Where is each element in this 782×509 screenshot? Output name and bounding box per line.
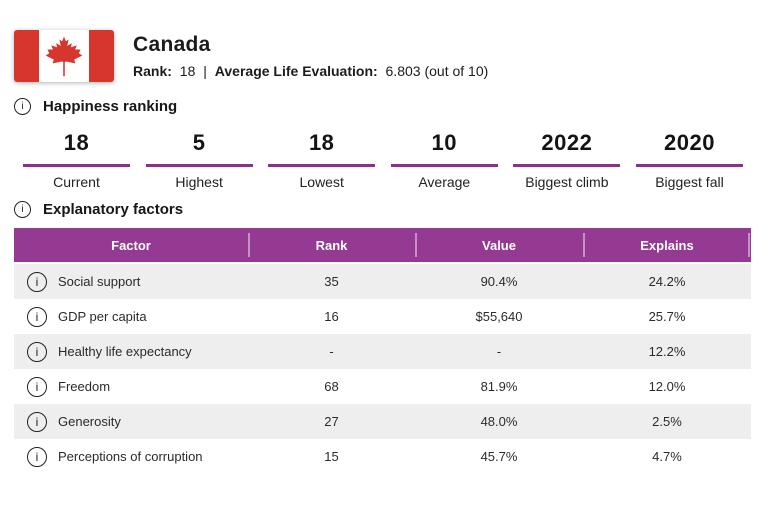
stat-label: Biggest fall (655, 174, 724, 190)
table-header-row: Factor Rank Value Explains (14, 228, 751, 262)
table-row: Generosity 27 48.0% 2.5% (14, 404, 751, 439)
table-row: Freedom 68 81.9% 12.0% (14, 369, 751, 404)
stat-value: 18 (268, 130, 376, 167)
info-icon[interactable] (27, 411, 47, 432)
section-title: Explanatory factors (43, 201, 184, 218)
info-icon[interactable] (14, 98, 31, 115)
factor-cell: Freedom (14, 376, 248, 397)
info-icon[interactable] (27, 446, 47, 467)
value-cell: 45.7% (480, 449, 518, 464)
rank-subtitle: Rank: 18 | Average Life Evaluation: 6.80… (133, 63, 492, 79)
happiness-stats: 18 Current 5 Highest 18 Lowest 10 Averag… (23, 130, 743, 190)
canada-flag (14, 30, 114, 82)
rank-cell: 16 (324, 309, 339, 324)
table-row: GDP per capita 16 $55,640 25.7% (14, 299, 751, 334)
stat-label: Average (418, 174, 471, 190)
factors-table: Factor Rank Value Explains Social suppor… (14, 228, 751, 474)
value-cell: $55,640 (475, 309, 523, 324)
info-icon[interactable] (14, 201, 31, 218)
explains-cell: 24.2% (648, 274, 686, 289)
stat-label: Lowest (299, 174, 344, 190)
factor-cell: Social support (14, 271, 248, 292)
factor-cell: Generosity (14, 411, 248, 432)
factor-name: GDP per capita (58, 309, 147, 324)
stat-label: Highest (175, 174, 223, 190)
info-icon[interactable] (27, 306, 47, 327)
stat-value: 2020 (635, 130, 743, 167)
value-cell: 81.9% (480, 379, 518, 394)
info-icon[interactable] (27, 376, 47, 397)
table-row: Social support 35 90.4% 24.2% (14, 264, 751, 299)
stat-highest: 5 Highest (145, 130, 253, 190)
stat-current: 18 Current (23, 130, 130, 190)
flag-red-band-left (14, 30, 39, 82)
factor-cell: Healthy life expectancy (14, 341, 248, 362)
explanatory-factors-section: Explanatory factors (14, 201, 183, 218)
factor-cell: GDP per capita (14, 306, 248, 327)
value-cell: 48.0% (480, 414, 518, 429)
life-eval-value: 6.803 (out of 10) (385, 63, 489, 79)
stat-biggest-fall: 2020 Biggest fall (635, 130, 743, 190)
stat-value: 18 (23, 130, 130, 167)
stat-value: 5 (145, 130, 253, 167)
factor-name: Generosity (58, 414, 121, 429)
rank-cell: 27 (324, 414, 339, 429)
page-title: Canada (133, 33, 211, 56)
value-cell: - (496, 344, 502, 359)
maple-leaf-icon (45, 36, 83, 77)
explains-cell: 2.5% (652, 414, 682, 429)
rank-value: 18 (179, 63, 196, 79)
rank-cell: - (329, 344, 334, 359)
column-header-value: Value (415, 228, 583, 262)
table-row: Perceptions of corruption 15 45.7% 4.7% (14, 439, 751, 474)
rank-cell: 35 (324, 274, 339, 289)
flag-white-band (39, 30, 89, 82)
info-icon[interactable] (27, 271, 47, 292)
factor-name: Freedom (58, 379, 111, 394)
life-eval-label: Average Life Evaluation: (214, 63, 378, 79)
divider: | (203, 63, 207, 79)
explains-cell: 25.7% (648, 309, 686, 324)
value-cell: 90.4% (480, 274, 518, 289)
column-header-rank: Rank (248, 228, 415, 262)
rank-cell: 15 (324, 449, 339, 464)
happiness-ranking-section: Happiness ranking (14, 98, 177, 115)
stat-average: 10 Average (390, 130, 498, 190)
column-header-explains: Explains (583, 228, 751, 262)
stat-label: Current (53, 174, 100, 190)
stat-lowest: 18 Lowest (268, 130, 376, 190)
section-title: Happiness ranking (43, 98, 178, 115)
factor-name: Healthy life expectancy (58, 344, 192, 359)
flag-red-band-right (89, 30, 114, 82)
table-row: Healthy life expectancy - - 12.2% (14, 334, 751, 369)
stat-biggest-climb: 2022 Biggest climb (513, 130, 621, 190)
explains-cell: 4.7% (652, 449, 682, 464)
explains-cell: 12.2% (648, 344, 686, 359)
factor-name: Perceptions of corruption (58, 449, 203, 464)
rank-cell: 68 (324, 379, 339, 394)
factor-name: Social support (58, 274, 141, 289)
table-body: Social support 35 90.4% 24.2% GDP per ca… (14, 264, 751, 474)
stat-value: 10 (390, 130, 498, 167)
stat-value: 2022 (513, 130, 621, 167)
column-header-factor: Factor (111, 237, 151, 253)
explains-cell: 12.0% (648, 379, 686, 394)
factor-cell: Perceptions of corruption (14, 446, 248, 467)
stat-label: Biggest climb (525, 174, 609, 190)
info-icon[interactable] (27, 341, 47, 362)
rank-label: Rank: (133, 63, 172, 79)
